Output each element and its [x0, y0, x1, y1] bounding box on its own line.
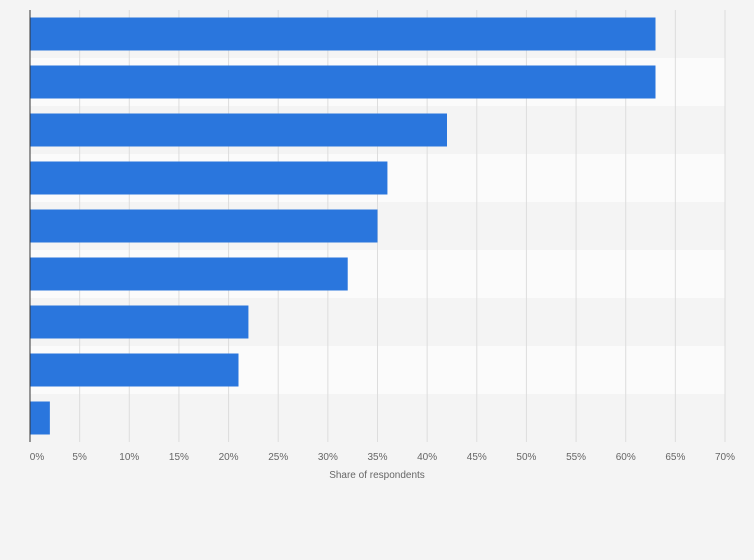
- bar: [30, 257, 348, 291]
- bar: [30, 401, 50, 435]
- bar: [30, 209, 378, 243]
- x-tick-label: 50%: [516, 452, 536, 463]
- bar: [30, 161, 388, 195]
- x-tick-label: 40%: [417, 452, 437, 463]
- bars: [30, 17, 656, 435]
- x-tick-label: 0%: [30, 452, 45, 463]
- bar: [30, 353, 239, 387]
- x-tick-label: 15%: [169, 452, 189, 463]
- bar: [30, 17, 656, 51]
- x-tick-label: 55%: [566, 452, 586, 463]
- bar: [30, 305, 249, 339]
- bar: [30, 65, 656, 99]
- x-tick-label: 10%: [119, 452, 139, 463]
- x-tick-label: 60%: [616, 452, 636, 463]
- x-tick-label: 25%: [268, 452, 288, 463]
- x-tick-label: 45%: [467, 452, 487, 463]
- bar: [30, 113, 447, 147]
- x-tick-label: 70%: [715, 452, 735, 463]
- x-tick-label: 65%: [665, 452, 685, 463]
- x-tick-labels: 0% 5% 10% 15% 20% 25% 30% 35% 40% 45% 50% 55% 60% 65%…: [30, 452, 735, 463]
- x-tick-label: 5%: [72, 452, 87, 463]
- x-tick-label: 35%: [367, 452, 387, 463]
- x-tick-label: 20%: [219, 452, 239, 463]
- x-tick-label: 30%: [318, 452, 338, 463]
- x-axis-title: Share of respondents: [329, 470, 425, 481]
